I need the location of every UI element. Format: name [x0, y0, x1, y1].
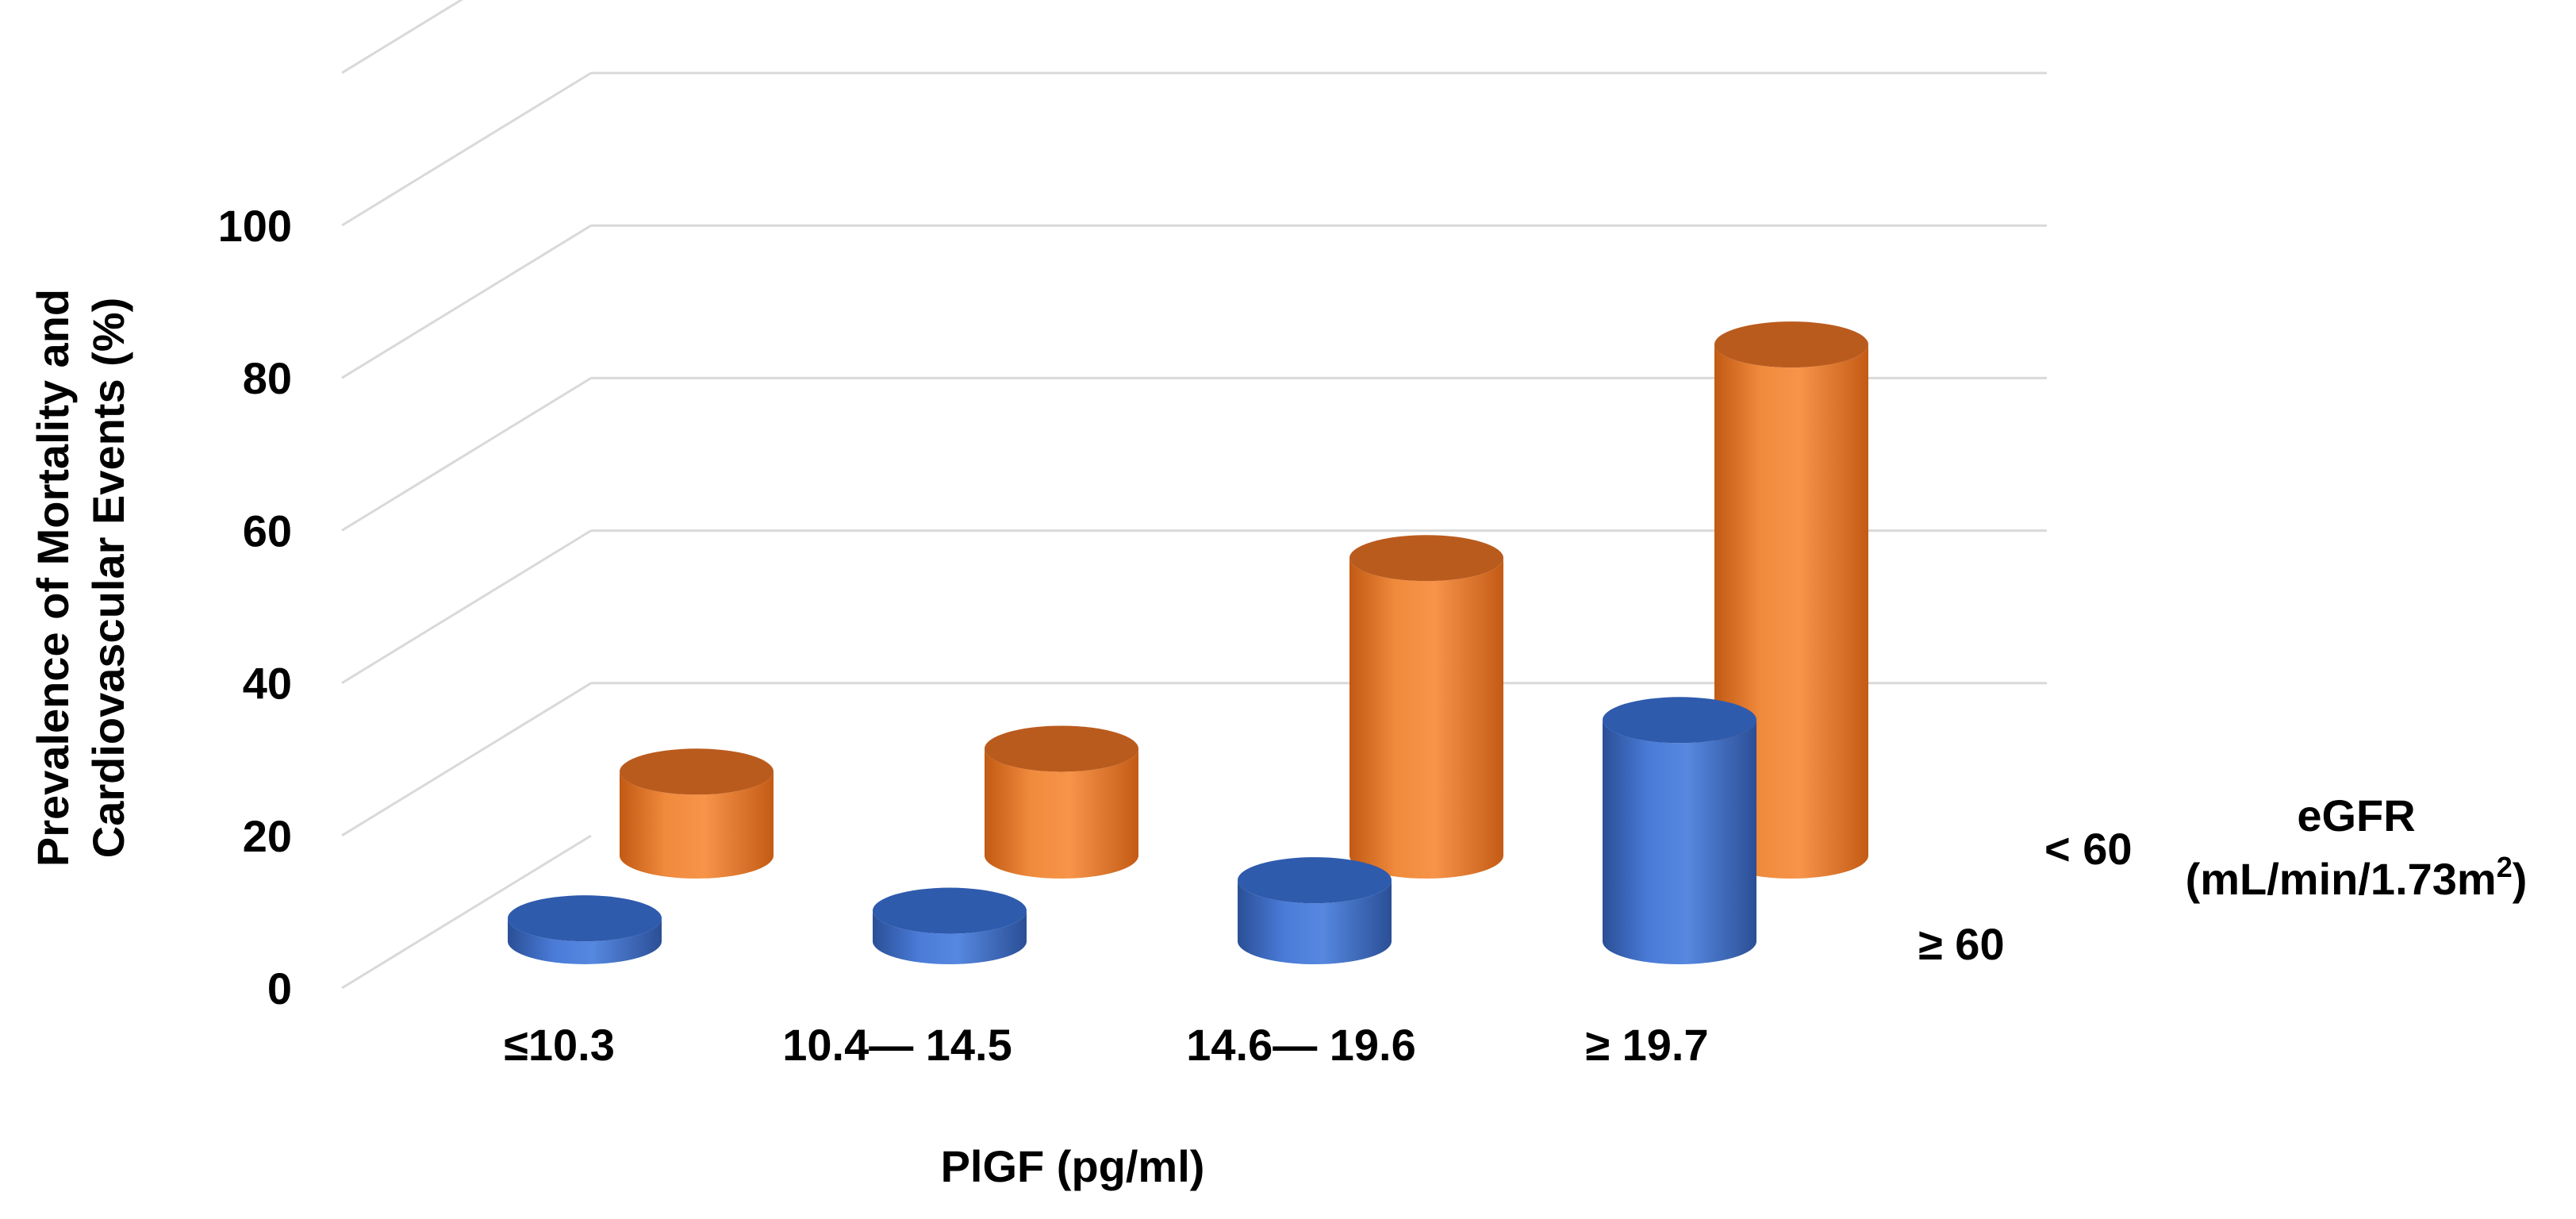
x-tick-label: 14.6— 19.6	[1186, 1020, 1416, 1070]
gridline-diagonal	[341, 224, 592, 379]
gridline-diagonal	[341, 71, 592, 227]
y-axis-ticks: 0 20 40 60 80 100	[218, 201, 292, 1013]
y-tick-label: 80	[243, 353, 292, 403]
cylinder-bar	[1349, 535, 1503, 879]
y-axis-title-line1: Prevalence of Mortality and	[28, 289, 78, 867]
cylinder-top	[620, 748, 774, 795]
x-axis-title: PlGF (pg/ml)	[941, 1141, 1205, 1191]
cylinder-top	[873, 887, 1027, 934]
cylinder-bar	[620, 748, 774, 879]
cylinder-bar	[1238, 857, 1392, 964]
depth-axis-title-line1: eGFR	[2297, 790, 2415, 840]
cylinder-body	[620, 771, 774, 879]
depth-axis-title-superscript: 2	[2497, 851, 2513, 883]
gridline-diagonal	[341, 834, 592, 990]
x-tick-label: 10.4— 14.5	[782, 1020, 1012, 1070]
cylinder-bar	[1603, 697, 1756, 964]
cylinder-body	[1238, 880, 1392, 964]
gridline-diagonal	[341, 377, 592, 532]
cylinder-body	[508, 918, 662, 964]
gridline-diagonal	[341, 682, 592, 837]
y-tick-label: 60	[243, 506, 292, 556]
cylinder-body	[873, 910, 1027, 964]
gridline-diagonal	[341, 0, 464, 75]
y-axis-title-line2: Cardiovascular Events (%)	[83, 298, 133, 858]
depth-axis-series-labels: < 60 ≥ 60	[1918, 824, 2133, 969]
cylinder-body	[985, 748, 1138, 879]
cylinder-top	[1714, 321, 1868, 368]
cylinder-top	[985, 725, 1138, 772]
gridline-diagonal	[341, 529, 592, 684]
cylinder-top	[1238, 857, 1392, 904]
bars	[508, 321, 1868, 964]
depth-axis-title-line2: (mL/min/1.73m2)	[2186, 851, 2528, 904]
x-tick-label: ≤10.3	[504, 1020, 615, 1070]
x-tick-label: ≥ 19.7	[1585, 1020, 1708, 1070]
depth-axis-title-unit: (mL/min/1.73m	[2186, 854, 2497, 904]
y-tick-label: 20	[243, 811, 292, 861]
cylinder-bar	[985, 725, 1138, 879]
cylinder-bar	[508, 895, 662, 964]
cylinder-top	[1603, 697, 1756, 744]
cylinder-bar	[873, 887, 1027, 964]
cylinder-top	[1349, 535, 1503, 582]
y-tick-label: 40	[243, 659, 292, 709]
cylinder-body	[1349, 558, 1503, 879]
y-tick-label: 0	[267, 963, 292, 1013]
cylinder-top	[508, 895, 662, 942]
depth-axis-title-close: )	[2513, 854, 2528, 904]
y-tick-label: 100	[218, 201, 292, 251]
series-label: < 60	[2044, 824, 2133, 874]
cylinder-body	[1603, 720, 1756, 964]
y-axis-title: Prevalence of Mortality and Cardiovascul…	[28, 289, 133, 867]
series-label: ≥ 60	[1918, 919, 2005, 969]
x-axis-ticks: ≤10.3 10.4— 14.5 14.6— 19.6 ≥ 19.7	[504, 1020, 1709, 1070]
gridlines	[341, 0, 2047, 990]
